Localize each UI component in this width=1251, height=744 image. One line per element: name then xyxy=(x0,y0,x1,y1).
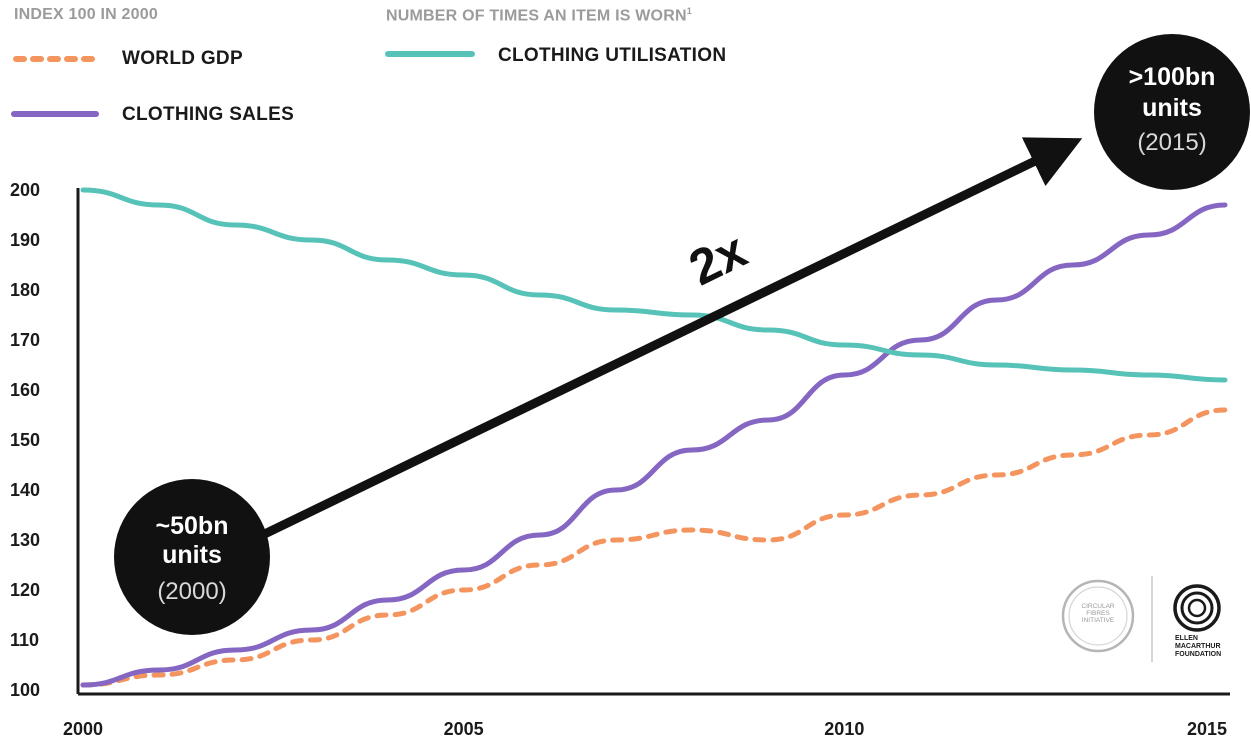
y-tick-label: 110 xyxy=(10,630,39,650)
y-tick-label: 140 xyxy=(10,480,40,500)
ellen-macarthur-line3: FOUNDATION xyxy=(1175,651,1221,658)
series-line-clothing-utilisation xyxy=(80,187,1228,383)
legend-label-world-gdp: WORLD GDP xyxy=(122,48,243,69)
right-axis-title: NUMBER OF TIMES AN ITEM IS WORN1 xyxy=(386,6,692,25)
legend-swatch-clothing-utilisation xyxy=(385,51,475,57)
legend-swatch-world-gdp xyxy=(13,56,101,62)
growth-arrow xyxy=(213,137,1083,563)
y-tick-label: 150 xyxy=(10,430,40,450)
end-bubble-line3: (2015) xyxy=(1137,129,1206,156)
end-bubble-line2: units xyxy=(1142,94,1202,122)
series-layer xyxy=(80,187,1228,688)
x-tick-label: 2000 xyxy=(63,719,103,739)
left-axis-title: INDEX 100 IN 2000 xyxy=(14,6,158,24)
series-line-clothing-sales xyxy=(80,202,1228,688)
end-bubble: >100bn units (2015) xyxy=(1094,34,1250,190)
legend-label-clothing-sales: CLOTHING SALES xyxy=(122,104,295,125)
ellen-macarthur-line1: ELLEN xyxy=(1175,635,1198,642)
y-tick-label: 180 xyxy=(10,280,40,300)
y-tick-label: 190 xyxy=(10,230,40,250)
ellen-macarthur-line2: MACARTHUR xyxy=(1175,643,1221,650)
x-tick-labels: 2000 2005 2010 2015 xyxy=(63,719,1227,739)
y-tick-label: 130 xyxy=(10,530,40,550)
footnote-marker: 1 xyxy=(686,6,692,16)
y-tick-label: 170 xyxy=(10,330,40,350)
start-bubble-circle xyxy=(114,479,270,635)
series-line-world-gdp xyxy=(80,407,1228,688)
legend-label-clothing-utilisation: CLOTHING UTILISATION xyxy=(498,45,727,66)
y-tick-label: 100 xyxy=(10,680,40,700)
ellen-macarthur-logo: ELLEN MACARTHUR FOUNDATION xyxy=(1173,584,1221,658)
left-axis-title-text: INDEX 100 IN 2000 xyxy=(14,6,158,23)
x-tick-label: 2015 xyxy=(1187,719,1227,739)
end-bubble-circle xyxy=(1094,34,1250,190)
start-bubble: ~50bn units (2000) xyxy=(114,479,270,635)
x-tick-label: 2010 xyxy=(824,719,864,739)
circular-fibres-logo: CIRCULAR FIBRES INITIATIVE xyxy=(1061,579,1135,653)
circular-fibres-logo-text: CIRCULAR FIBRES INITIATIVE xyxy=(1081,603,1115,624)
y-tick-label: 120 xyxy=(10,580,40,600)
start-bubble-line1: ~50bn xyxy=(156,512,229,540)
x-tick-label: 2005 xyxy=(444,719,484,739)
end-bubble-line1: >100bn xyxy=(1129,63,1216,91)
multiplier-label: 2x xyxy=(681,222,756,297)
start-bubble-line3: (2000) xyxy=(157,578,226,605)
legend-swatch-clothing-sales xyxy=(11,111,99,117)
start-bubble-line2: units xyxy=(162,541,222,569)
y-tick-label: 200 xyxy=(10,180,40,200)
y-tick-labels: 100 110 120 130 140 150 160 170 180 190 200 xyxy=(10,180,40,700)
y-tick-label: 160 xyxy=(10,380,40,400)
right-axis-title-text: NUMBER OF TIMES AN ITEM IS WORN xyxy=(386,7,687,25)
